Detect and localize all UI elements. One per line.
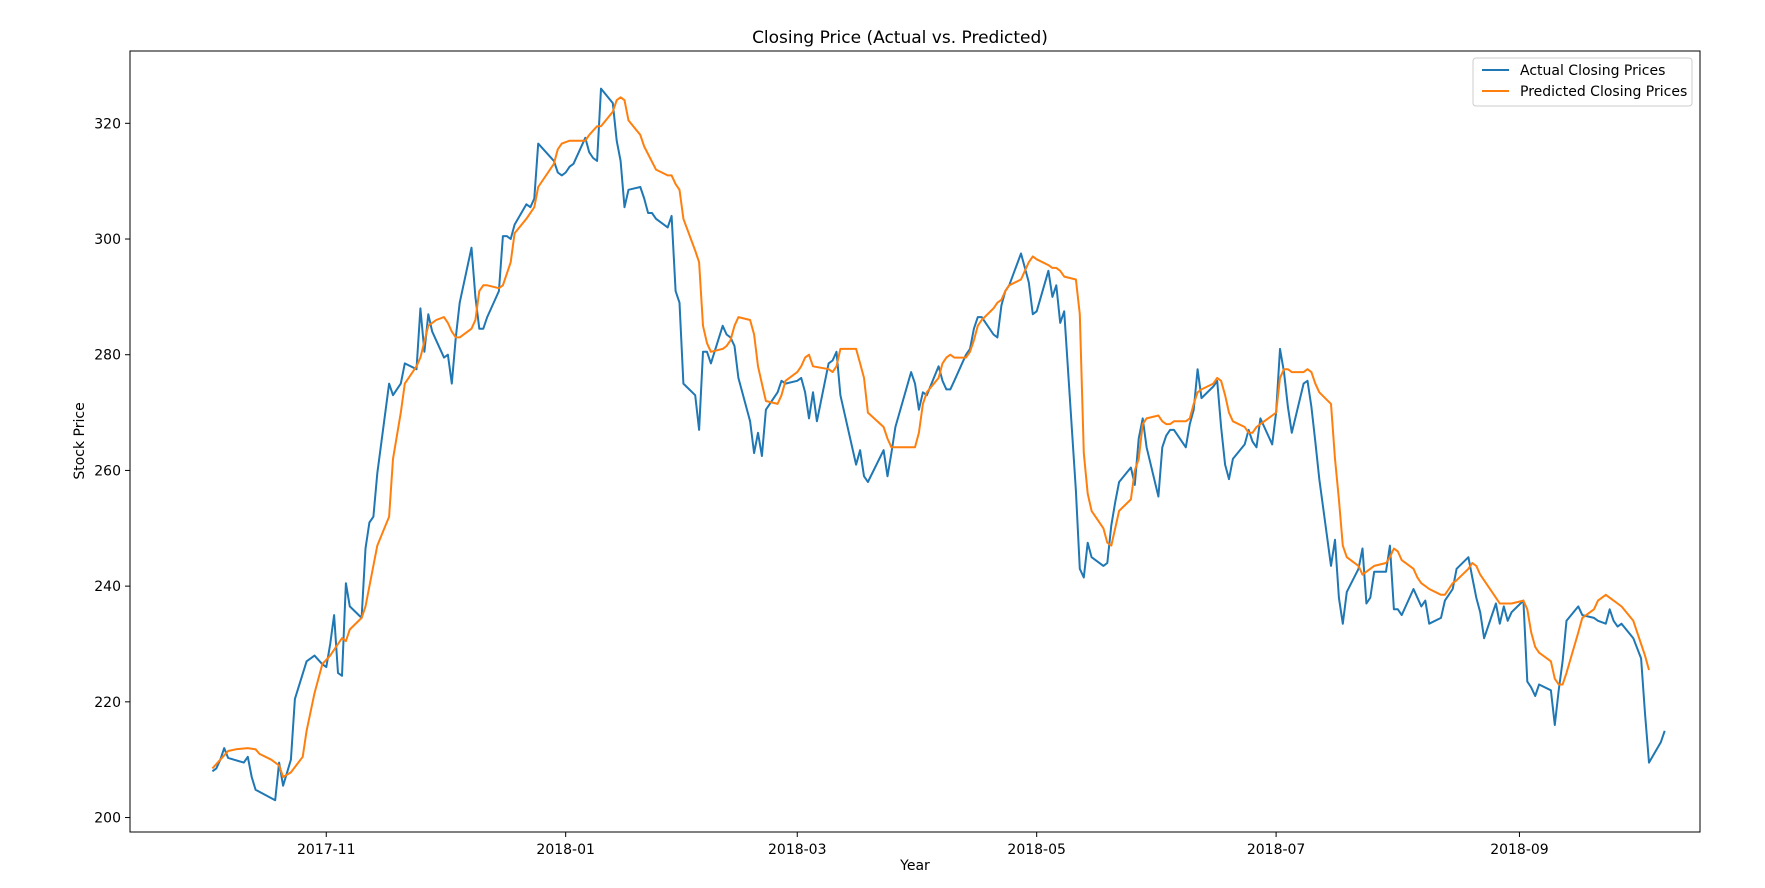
y-axis-label: Stock Price bbox=[72, 402, 88, 479]
chart-title: Closing Price (Actual vs. Predicted) bbox=[752, 28, 1048, 48]
series-layer bbox=[211, 87, 1666, 802]
x-tick-label: 2018-01 bbox=[536, 842, 595, 858]
y-tick-label: 200 bbox=[94, 811, 121, 827]
legend: Actual Closing Prices Predicted Closing … bbox=[1472, 57, 1693, 107]
legend-box bbox=[1472, 57, 1693, 107]
legend-label-actual: Actual Closing Prices bbox=[1520, 63, 1665, 79]
x-tick-label: 2018-07 bbox=[1247, 842, 1306, 858]
y-tick-label: 320 bbox=[94, 116, 121, 132]
y-tick-label: 240 bbox=[94, 579, 121, 595]
y-axis: 200 220 240 260 280 300 320 bbox=[94, 116, 130, 827]
y-tick-label: 280 bbox=[94, 348, 121, 364]
plot-frame bbox=[129, 50, 1701, 833]
x-tick-label: 2018-05 bbox=[1007, 842, 1066, 858]
x-tick-label: 2017-11 bbox=[297, 842, 356, 858]
x-axis: 2017-11 2018-01 2018-03 2018-05 2018-07 2018-… bbox=[297, 832, 1549, 858]
x-axis-label: Year bbox=[899, 858, 930, 874]
series-line-predicted bbox=[211, 96, 1650, 778]
x-tick-label: 2018-09 bbox=[1490, 842, 1549, 858]
y-tick-label: 220 bbox=[94, 695, 121, 711]
y-tick-label: 260 bbox=[94, 463, 121, 479]
x-tick-label: 2018-03 bbox=[768, 842, 827, 858]
series-line-actual bbox=[211, 87, 1666, 802]
legend-label-predicted: Predicted Closing Prices bbox=[1520, 84, 1687, 100]
y-tick-label: 300 bbox=[94, 232, 121, 248]
